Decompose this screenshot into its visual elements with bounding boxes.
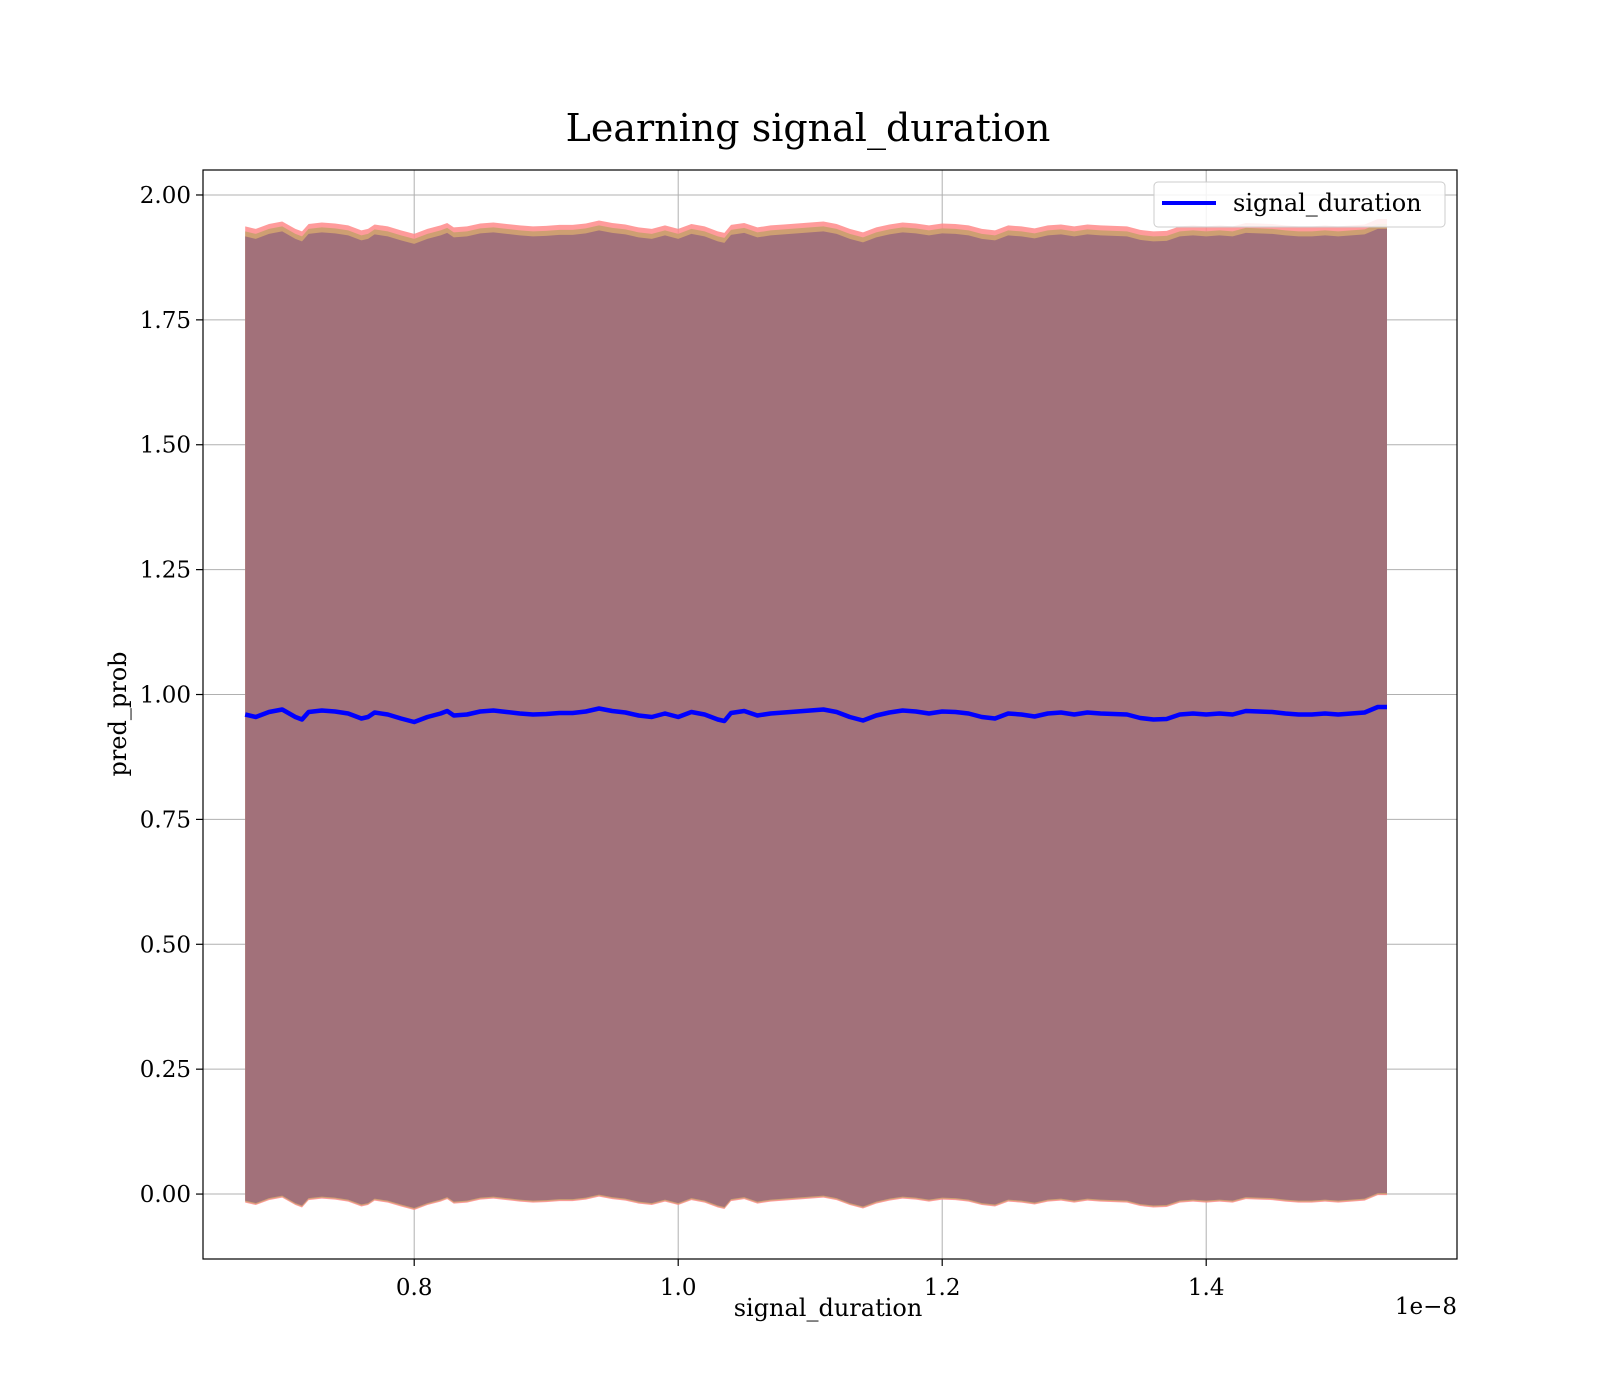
plot-frame <box>202 169 1458 1260</box>
legend-frame <box>1153 181 1446 228</box>
y-tick-label: 0.75 <box>140 807 191 833</box>
x-axis-offset-text: 1e−8 <box>1395 1294 1457 1320</box>
chart-title: Learning signal_duration <box>566 106 1051 151</box>
x-tick-label: 1.0 <box>660 1275 697 1301</box>
series-line-group <box>244 704 1387 725</box>
x-axis-label: signal_duration <box>734 1294 923 1322</box>
y-tick-label: 1.75 <box>140 308 191 334</box>
x-axis: 0.8 1.0 1.2 1.4 <box>396 1259 1225 1301</box>
x-tick-label: 1.2 <box>924 1275 961 1301</box>
series-line <box>244 704 1387 725</box>
y-axis: 0.00 0.25 0.50 0.75 1.00 1.25 1.50 1.75 2.00 <box>140 183 203 1208</box>
y-tick-label: 1.25 <box>140 558 191 584</box>
y-tick-label: 1.00 <box>140 683 191 709</box>
legend: signal_duration <box>1153 181 1446 228</box>
legend-label: signal_duration <box>1233 189 1422 217</box>
confidence-band-group <box>245 219 1388 1210</box>
y-tick-label: 0.00 <box>140 1182 191 1208</box>
y-tick-label: 0.50 <box>140 932 191 958</box>
y-tick-label: 1.50 <box>140 433 191 459</box>
y-axis-label: pred_prob <box>104 651 132 776</box>
y-tick-label: 0.25 <box>140 1057 191 1083</box>
confidence-band <box>245 228 1388 1208</box>
x-tick-label: 1.4 <box>1188 1275 1225 1301</box>
x-tick-label: 0.8 <box>396 1275 433 1301</box>
y-tick-label: 2.00 <box>140 183 191 209</box>
